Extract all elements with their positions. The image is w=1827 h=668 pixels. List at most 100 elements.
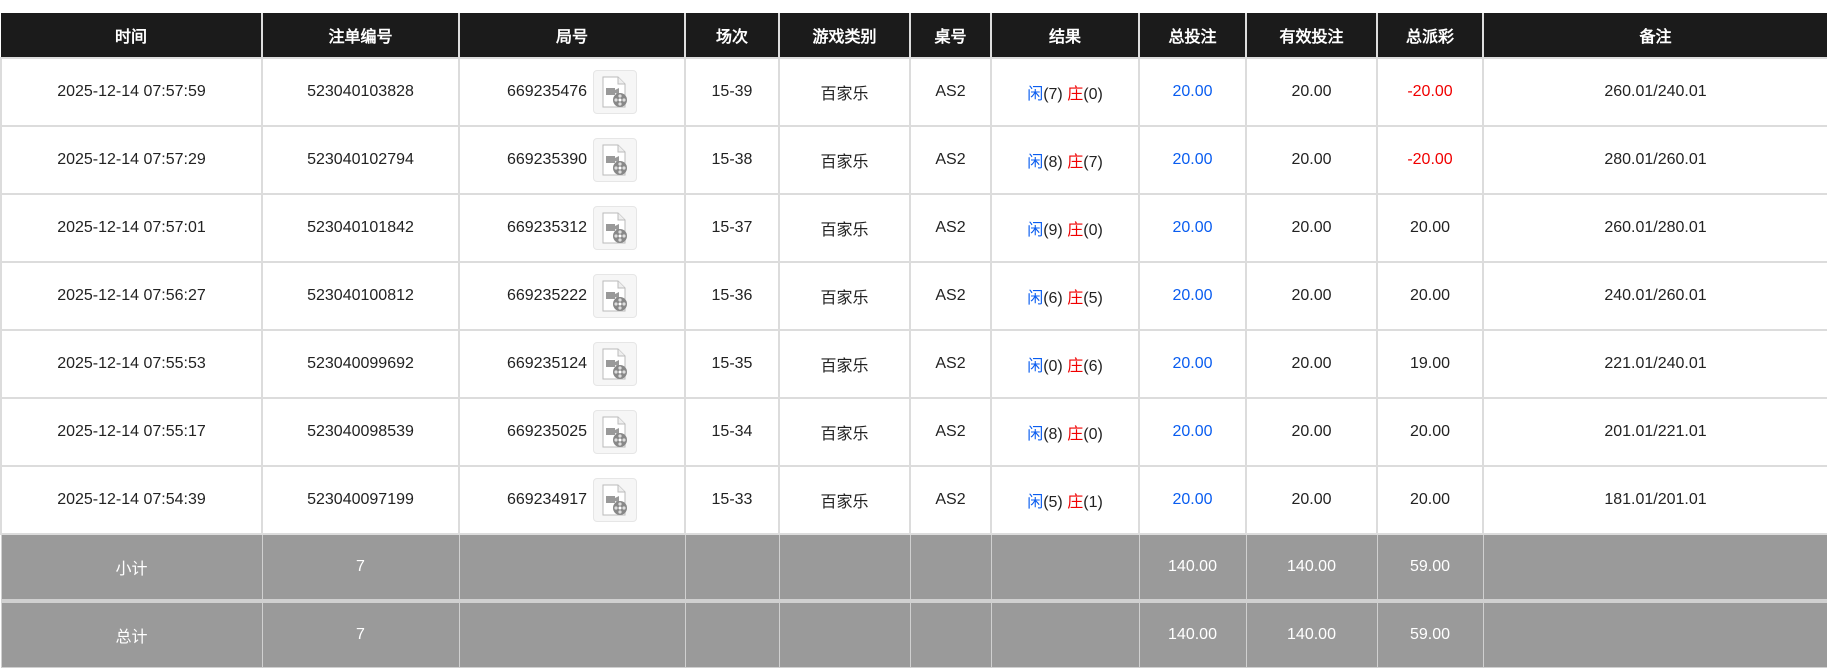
game-cell: 百家乐 xyxy=(778,465,911,535)
total-bet-cell: 20.00 xyxy=(1138,125,1247,195)
time-cell: 2025-12-14 07:57:59 xyxy=(0,57,263,127)
shoe-cell: 15-39 xyxy=(684,57,780,127)
empty-cell xyxy=(909,533,992,602)
time-cell: 2025-12-14 07:57:01 xyxy=(0,193,263,263)
result-cell: 闲(8) 庄(0) xyxy=(990,397,1140,467)
valid-bet-cell: 20.00 xyxy=(1245,465,1378,535)
total-label: 总计 xyxy=(0,599,263,668)
valid-bet-cell: 20.00 xyxy=(1245,125,1378,195)
result-cell: 闲(0) 庄(6) xyxy=(990,329,1140,399)
result-cell: 闲(6) 庄(5) xyxy=(990,261,1140,331)
subtotal-count: 7 xyxy=(261,533,460,602)
empty-cell xyxy=(778,533,911,602)
column-header: 时间 xyxy=(1,13,263,58)
result-cell: 闲(7) 庄(0) xyxy=(990,57,1140,127)
banker-label: 庄 xyxy=(1067,358,1084,375)
round-number: 669235222 xyxy=(506,287,588,305)
table-row: 2025-12-14 07:57:01 523040101842 6692353… xyxy=(0,193,1827,263)
table-row: 2025-12-14 07:54:39 523040097199 6692349… xyxy=(0,465,1827,535)
table-cell: AS2 xyxy=(909,193,992,263)
round-number: 669234917 xyxy=(506,491,588,509)
player-score: (0) xyxy=(1043,358,1063,375)
empty-cell xyxy=(1482,599,1827,668)
total-total-bet: 140.00 xyxy=(1138,599,1247,668)
column-header: 场次 xyxy=(685,13,780,58)
banker-score: (0) xyxy=(1083,426,1103,443)
total-bet-cell: 20.00 xyxy=(1138,397,1247,467)
note-cell: 260.01/280.01 xyxy=(1482,193,1827,263)
result-cell: 闲(9) 庄(0) xyxy=(990,193,1140,263)
banker-label: 庄 xyxy=(1067,494,1084,511)
result-cell: 闲(8) 庄(7) xyxy=(990,125,1140,195)
total-valid-bet: 140.00 xyxy=(1245,599,1378,668)
game-cell: 百家乐 xyxy=(778,397,911,467)
bet-id-cell: 523040103828 xyxy=(261,57,460,127)
total-bet-cell: 20.00 xyxy=(1138,57,1247,127)
round-number: 669235390 xyxy=(506,151,588,169)
video-file-icon[interactable] xyxy=(593,410,638,454)
round-cell: 669235124 xyxy=(458,329,686,399)
player-label: 闲 xyxy=(1027,154,1044,171)
video-file-icon[interactable] xyxy=(593,342,638,386)
table-cell: AS2 xyxy=(909,125,992,195)
player-label: 闲 xyxy=(1027,358,1044,375)
game-cell: 百家乐 xyxy=(778,329,911,399)
player-score: (6) xyxy=(1043,290,1063,307)
note-cell: 260.01/240.01 xyxy=(1482,57,1827,127)
note-cell: 201.01/221.01 xyxy=(1482,397,1827,467)
banker-label: 庄 xyxy=(1067,222,1084,239)
video-file-icon[interactable] xyxy=(593,138,638,182)
banker-label: 庄 xyxy=(1067,290,1084,307)
total-row: 总计 7 140.00 140.00 59.00 xyxy=(0,599,1827,668)
player-score: (8) xyxy=(1043,426,1063,443)
table-row: 2025-12-14 07:56:27 523040100812 6692352… xyxy=(0,261,1827,331)
player-label: 闲 xyxy=(1027,86,1044,103)
bet-id-cell: 523040102794 xyxy=(261,125,460,195)
table-cell: AS2 xyxy=(909,465,992,535)
column-header: 注单编号 xyxy=(262,13,460,58)
column-header: 总投注 xyxy=(1139,13,1247,58)
column-header: 局号 xyxy=(459,13,686,58)
game-cell: 百家乐 xyxy=(778,125,911,195)
player-label: 闲 xyxy=(1027,222,1044,239)
note-cell: 181.01/201.01 xyxy=(1482,465,1827,535)
subtotal-payout: 59.00 xyxy=(1376,533,1484,602)
total-bet-cell: 20.00 xyxy=(1138,329,1247,399)
empty-cell xyxy=(458,599,686,668)
round-number: 669235476 xyxy=(506,83,588,101)
empty-cell xyxy=(684,533,780,602)
table-row: 2025-12-14 07:57:59 523040103828 6692354… xyxy=(0,57,1827,127)
round-number: 669235312 xyxy=(506,219,588,237)
empty-cell xyxy=(990,599,1140,668)
shoe-cell: 15-33 xyxy=(684,465,780,535)
bet-id-cell: 523040098539 xyxy=(261,397,460,467)
total-bet-cell: 20.00 xyxy=(1138,193,1247,263)
player-score: (8) xyxy=(1043,154,1063,171)
subtotal-total-bet: 140.00 xyxy=(1138,533,1247,602)
shoe-cell: 15-38 xyxy=(684,125,780,195)
video-file-icon[interactable] xyxy=(593,70,638,114)
subtotal-label: 小计 xyxy=(0,533,263,602)
total-payout: 59.00 xyxy=(1376,599,1484,668)
player-score: (5) xyxy=(1043,494,1063,511)
video-file-icon[interactable] xyxy=(593,478,638,522)
banker-score: (0) xyxy=(1083,222,1103,239)
table-cell: AS2 xyxy=(909,261,992,331)
shoe-cell: 15-34 xyxy=(684,397,780,467)
empty-cell xyxy=(684,599,780,668)
subtotal-row: 小计 7 140.00 140.00 59.00 xyxy=(0,533,1827,602)
valid-bet-cell: 20.00 xyxy=(1245,261,1378,331)
game-cell: 百家乐 xyxy=(778,261,911,331)
banker-score: (6) xyxy=(1083,358,1103,375)
time-cell: 2025-12-14 07:55:17 xyxy=(0,397,263,467)
table-header: 时间 注单编号 局号 场次 游戏类别 桌号 结果 总投注 有效投注 总派彩 备注 xyxy=(1,13,1827,58)
bet-id-cell: 523040099692 xyxy=(261,329,460,399)
table-row: 2025-12-14 07:57:29 523040102794 6692353… xyxy=(0,125,1827,195)
round-number: 669235025 xyxy=(506,423,588,441)
round-cell: 669235476 xyxy=(458,57,686,127)
video-file-icon[interactable] xyxy=(593,206,638,250)
column-header: 结果 xyxy=(991,13,1140,58)
player-score: (7) xyxy=(1043,86,1063,103)
video-file-icon[interactable] xyxy=(593,274,638,318)
round-cell: 669235025 xyxy=(458,397,686,467)
